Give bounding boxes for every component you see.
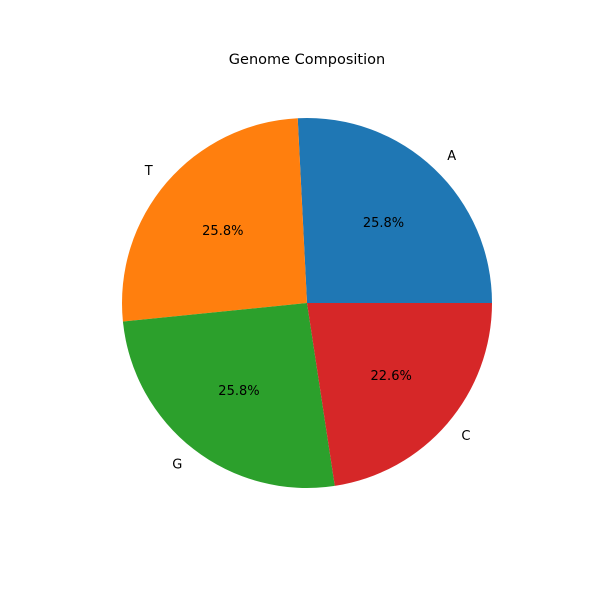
pie-slices bbox=[122, 117, 492, 489]
slice-label-a: A bbox=[447, 149, 456, 164]
slice-percent-t: 25.8% bbox=[202, 224, 243, 239]
pie-slice-g bbox=[122, 303, 335, 489]
pie-labels: A 25.8% T 25.8% G 25.8% C 22.6% bbox=[144, 149, 471, 472]
slice-percent-a: 25.8% bbox=[363, 216, 404, 231]
pie-slice-c bbox=[307, 303, 492, 486]
pie-slice-t bbox=[122, 118, 307, 322]
slice-label-c: C bbox=[461, 429, 470, 444]
slice-label-t: T bbox=[144, 164, 153, 179]
pie-slice-a bbox=[297, 117, 492, 303]
slice-label-g: G bbox=[172, 457, 182, 472]
slice-percent-c: 22.6% bbox=[371, 369, 412, 384]
chart-title: Genome Composition bbox=[229, 52, 385, 68]
slice-percent-g: 25.8% bbox=[218, 384, 259, 399]
